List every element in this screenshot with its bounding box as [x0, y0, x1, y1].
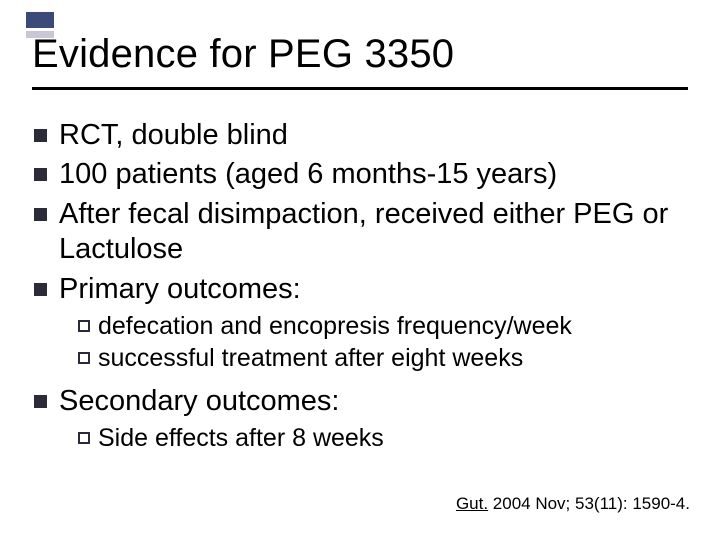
square-bullet-icon	[34, 283, 47, 296]
list-item-text: Secondary outcomes:	[59, 384, 339, 419]
square-bullet-icon	[34, 129, 47, 142]
hollow-square-bullet-icon	[78, 320, 90, 332]
sub-list-item-text: Side effects after 8 weeks	[98, 423, 384, 454]
list-item: RCT, double blind	[32, 118, 688, 153]
list-item-text: Primary outcomes:	[59, 272, 301, 307]
list-item-text: 100 patients (aged 6 months-15 years)	[59, 157, 557, 192]
sub-list-item: successful treatment after eight weeks	[78, 343, 688, 374]
slide-title: Evidence for PEG 3350	[32, 32, 688, 87]
citation-detail: 2004 Nov; 53(11): 1590-4.	[488, 494, 690, 513]
title-area: Evidence for PEG 3350	[32, 32, 688, 90]
list-item: After fecal disimpaction, received eithe…	[32, 197, 688, 268]
list-item: Secondary outcomes:	[32, 384, 688, 419]
body-content: RCT, double blind 100 patients (aged 6 m…	[32, 118, 688, 456]
square-bullet-icon	[34, 395, 47, 408]
hollow-square-bullet-icon	[78, 432, 90, 444]
citation-journal: Gut.	[456, 494, 488, 513]
title-underline	[32, 87, 688, 90]
sub-list-item: Side effects after 8 weeks	[78, 423, 688, 454]
list-item-text: RCT, double blind	[59, 118, 288, 153]
list-item: 100 patients (aged 6 months-15 years)	[32, 157, 688, 192]
square-bullet-icon	[34, 168, 47, 181]
citation: Gut. 2004 Nov; 53(11): 1590-4.	[456, 494, 690, 514]
accent-top-square	[26, 12, 54, 28]
sub-list-item-text: defecation and encopresis frequency/week	[98, 311, 572, 342]
list-item: Primary outcomes:	[32, 272, 688, 307]
hollow-square-bullet-icon	[78, 352, 90, 364]
square-bullet-icon	[34, 208, 47, 221]
sub-list-item-text: successful treatment after eight weeks	[98, 343, 523, 374]
sub-list-item: defecation and encopresis frequency/week	[78, 311, 688, 342]
list-item-text: After fecal disimpaction, received eithe…	[59, 197, 688, 268]
